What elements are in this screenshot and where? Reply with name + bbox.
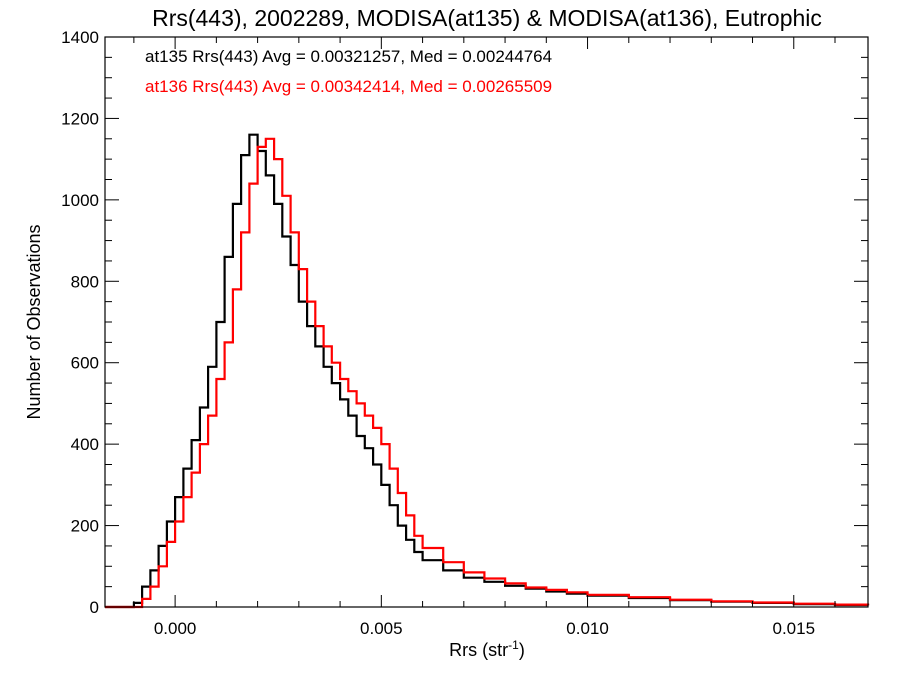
annotation-at136: at136 Rrs(443) Avg = 0.00342414, Med = 0…: [145, 77, 552, 96]
series-line-at135: [105, 133, 870, 609]
chart-title: Rrs(443), 2002289, MODISA(at135) & MODIS…: [152, 5, 822, 31]
y-tick-label: 600: [71, 354, 99, 373]
x-tick-label: 0.010: [566, 619, 609, 638]
annotation-at135: at135 Rrs(443) Avg = 0.00321257, Med = 0…: [145, 47, 552, 66]
x-axis-label: Rrs (str-1): [449, 638, 525, 660]
x-tick-label: 0.005: [360, 619, 403, 638]
y-tick-label: 800: [71, 272, 99, 291]
x-tick-label: 0.000: [154, 619, 197, 638]
x-tick-label: 0.015: [772, 619, 815, 638]
y-tick-label: 400: [71, 435, 99, 454]
y-tick-label: 200: [71, 517, 99, 536]
plot-area: [105, 133, 870, 609]
y-tick-label: 1400: [61, 28, 99, 47]
y-tick-label: 0: [90, 598, 99, 617]
y-tick-label: 1000: [61, 191, 99, 210]
y-axis-label: Number of Observations: [24, 224, 44, 419]
y-tick-label: 1200: [61, 109, 99, 128]
series-line-at136: [105, 137, 870, 609]
